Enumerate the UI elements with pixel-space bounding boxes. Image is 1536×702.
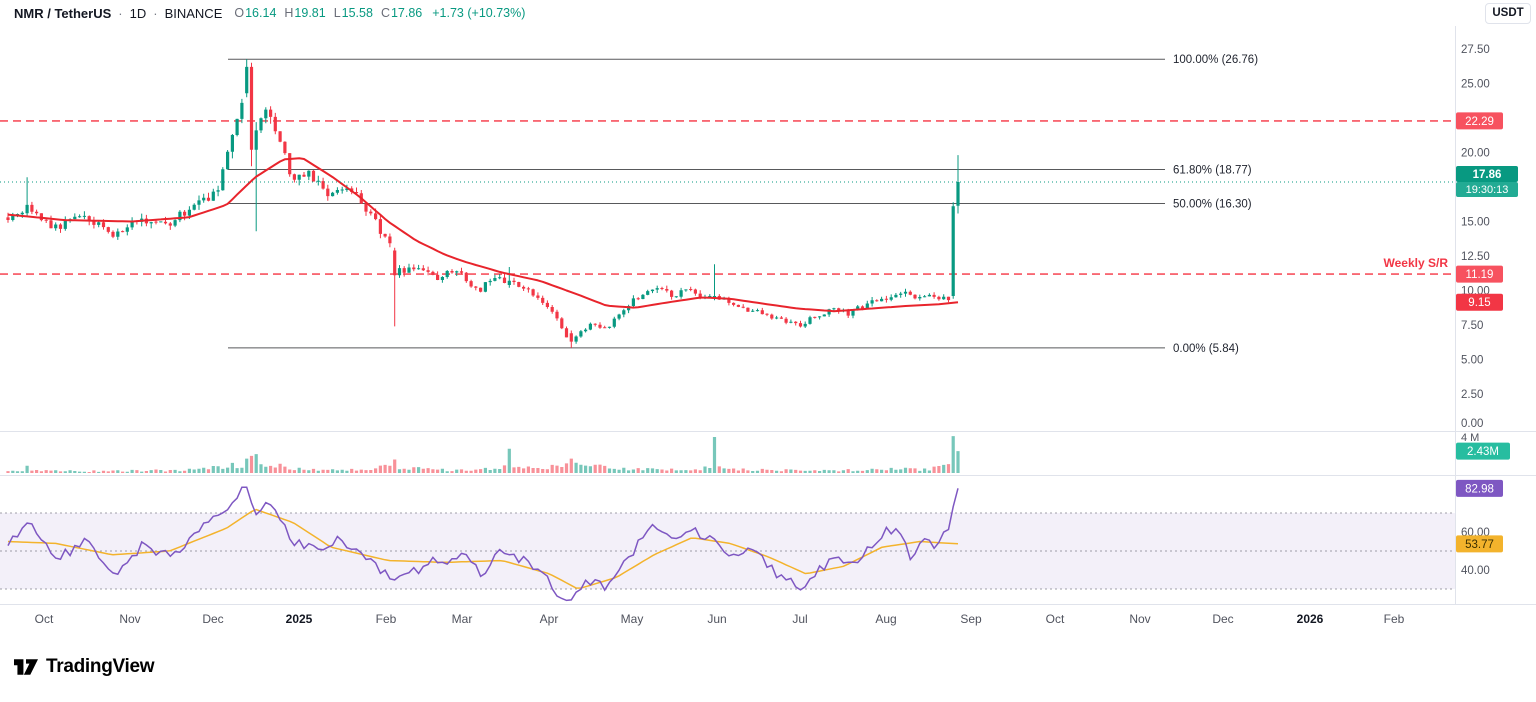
price-axis-label: 25.00: [1461, 79, 1490, 91]
volume-badge: 2.43M: [1467, 446, 1499, 458]
ohlc-low: L15.58: [334, 6, 373, 20]
separator-dot: ·: [118, 5, 123, 21]
ohlc-values: O16.14 H19.81 L15.58 C17.86 +1.73 (+10.7…: [234, 6, 525, 20]
time-axis-label: Dec: [1212, 612, 1233, 626]
open-value: 16.14: [245, 6, 277, 20]
interval-label[interactable]: 1D: [129, 5, 147, 21]
rsi-signal-badge: 53.77: [1465, 539, 1494, 551]
volume-badge-bg: [1456, 442, 1510, 460]
low-label: L: [333, 6, 341, 20]
time-axis-label: Aug: [875, 612, 896, 626]
logo-glyph-1: [14, 659, 24, 675]
price-axis-label: 0.00: [1461, 418, 1483, 430]
rsi-band: [0, 513, 1455, 589]
time-axis-label: Sep: [960, 612, 982, 626]
close-value: 17.86: [390, 6, 423, 20]
time-axis-label: Feb: [1384, 612, 1405, 626]
price-axis-label: 2.50: [1461, 389, 1483, 401]
high-label: H: [284, 6, 294, 20]
current-price-badge-bg: [1456, 166, 1518, 183]
tradingview-branding[interactable]: TradingView: [13, 655, 155, 679]
ma-value-badge-bg: [1456, 293, 1503, 311]
logo-glyph-7: [23, 659, 38, 675]
high-value: 19.81: [294, 6, 326, 20]
price-axis-label: 20.00: [1461, 148, 1490, 160]
ma-line: [7, 157, 959, 313]
fib-level-label: 50.00% (16.30): [1173, 199, 1252, 211]
rsi-axis-label: 40.00: [1461, 565, 1490, 577]
weekly-sr-label: Weekly S/R: [1384, 256, 1449, 270]
price-scale-drag-area[interactable]: [1455, 26, 1536, 604]
time-axis-label: Apr: [540, 612, 559, 626]
rsi-signal-badge-bg: [1456, 535, 1503, 553]
volume-bars-down: [6, 455, 951, 473]
ohlc-close: C17.86: [381, 6, 422, 20]
brand-name: TradingView: [46, 656, 155, 677]
sr-price-badge: 22.29: [1465, 116, 1494, 128]
low-value: 15.58: [341, 6, 373, 20]
tradingview-logo-icon: [14, 659, 38, 675]
price-axis-label: 5.00: [1461, 355, 1483, 367]
volume-bars-up: [11, 436, 960, 473]
price-axis-label: 12.50: [1461, 251, 1490, 263]
time-axis-label: May: [621, 612, 644, 626]
sr-price-badge-bg: [1456, 112, 1503, 130]
time-axis-label: Jul: [792, 612, 807, 626]
time-axis-label: Jun: [707, 612, 726, 626]
ohlc-open: O16.14: [234, 6, 276, 20]
time-axis-label: Nov: [119, 612, 140, 626]
price-axis-label: 7.50: [1461, 320, 1483, 332]
time-axis-label: 2025: [286, 612, 313, 626]
candle-bodies-up: [11, 66, 960, 342]
countdown-badge-bg: [1456, 182, 1518, 198]
currency-toggle-button[interactable]: USDT: [1485, 2, 1531, 24]
rsi-line: [7, 486, 959, 602]
ma-value-badge: 9.15: [1468, 297, 1490, 309]
chart-header: NMR / TetherUS · 1D · BINANCE O16.14 H19…: [0, 0, 1536, 26]
time-axis-label: Dec: [202, 612, 223, 626]
sr-price-badge: 11.19: [1466, 269, 1494, 281]
chart-pan-area[interactable]: [0, 26, 1455, 604]
current-price-badge: 17.86: [1473, 169, 1502, 181]
price-axis-label: 15.00: [1461, 217, 1490, 229]
rsi-value-badge-bg: [1456, 479, 1503, 497]
time-axis-label: Oct: [1046, 612, 1065, 626]
close-label: C: [380, 6, 390, 20]
price-change: +1.73 (+10.73%): [432, 6, 526, 20]
fib-level-label: 61.80% (18.77): [1173, 164, 1252, 176]
fib-level-label: 100.00% (26.76): [1173, 54, 1258, 66]
exchange-label: BINANCE: [164, 5, 223, 21]
time-axis-label: 2026: [1297, 612, 1324, 626]
fib-level-label: 0.00% (5.84): [1173, 343, 1239, 355]
countdown-label: 19:30:13: [1466, 184, 1509, 196]
ohlc-high: H19.81: [284, 6, 325, 20]
open-label: O: [234, 6, 245, 20]
time-axis-label: Oct: [35, 612, 54, 626]
time-axis-label: Feb: [376, 612, 397, 626]
rsi-value-badge: 82.98: [1465, 483, 1494, 495]
time-scale-drag-area[interactable]: [0, 604, 1536, 640]
separator-dot: ·: [153, 5, 158, 21]
symbol-title[interactable]: NMR / TetherUS: [14, 5, 112, 21]
sr-price-badge-bg: [1456, 265, 1503, 283]
time-axis-label: Nov: [1129, 612, 1150, 626]
time-axis-label: Mar: [452, 612, 473, 626]
chart-canvas[interactable]: Weekly S/R 100.00% (26.76) 61.80% (18.77) 5…: [0, 26, 1536, 640]
price-axis-label: 27.50: [1461, 44, 1490, 56]
volume-axis-label: 4 M: [1461, 432, 1479, 444]
